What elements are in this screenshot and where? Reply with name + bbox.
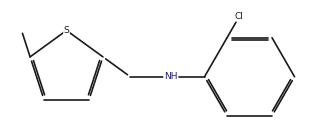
Text: Cl: Cl [235, 12, 244, 21]
Text: NH: NH [164, 72, 178, 81]
Text: S: S [64, 26, 69, 35]
